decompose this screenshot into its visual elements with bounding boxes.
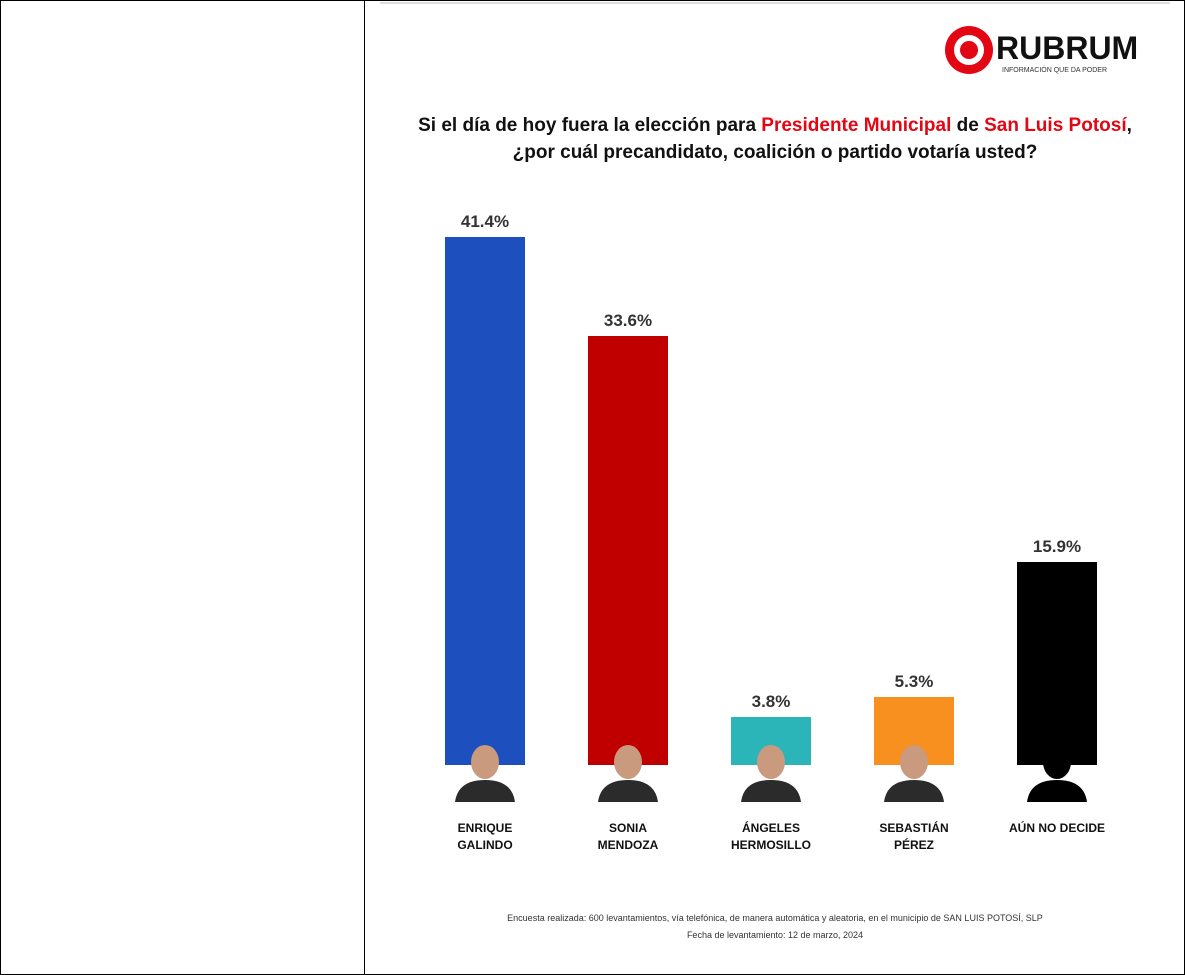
bar <box>1017 562 1097 765</box>
value-label: 5.3% <box>894 672 934 692</box>
category-label: ENRIQUE GALINDO <box>457 821 513 852</box>
bar <box>445 237 525 765</box>
divider <box>364 0 365 975</box>
head <box>1043 745 1071 779</box>
top-line <box>380 2 1170 4</box>
title-part: Presidente Municipal <box>761 115 952 136</box>
value-label: 3.8% <box>751 691 791 711</box>
logo-tagline: INFORMACIÓN QUE DA PODER <box>1002 65 1107 74</box>
chart-title: Si el día de hoy fuera la elección para … <box>395 112 1155 166</box>
bar <box>588 336 668 765</box>
title-part: , ¿por cuál precandidato, coalición o pa… <box>512 115 1132 163</box>
portrait <box>741 745 801 802</box>
footnote: Encuesta realizada: 600 levantamientos, … <box>507 913 1043 923</box>
portrait <box>1027 745 1087 802</box>
shoulders <box>884 780 944 802</box>
title-part: San Luis Potosí <box>984 115 1127 136</box>
title-part: de <box>951 115 985 136</box>
head <box>900 745 928 779</box>
category-label: SEBASTIÁN PÉREZ <box>879 821 949 852</box>
shoulders <box>455 780 515 802</box>
portrait <box>598 745 658 802</box>
footnote: Fecha de levantamiento: 12 de marzo, 202… <box>686 930 864 940</box>
shoulders <box>598 780 658 802</box>
head <box>614 745 642 779</box>
logo-dot <box>960 41 978 59</box>
value-label: 33.6% <box>603 311 653 331</box>
portrait <box>884 745 944 802</box>
logo-name: RUBRUM <box>996 30 1138 66</box>
portrait <box>455 745 515 802</box>
shoulders <box>1027 780 1087 802</box>
logo: RUBRUM INFORMACIÓN QUE DA PODER <box>945 26 1138 74</box>
value-label: 41.4% <box>460 212 510 231</box>
title-part: Si el día de hoy fuera la elección para <box>418 115 762 136</box>
category-label: ÁNGELES HERMOSILLO <box>731 821 811 852</box>
category-label: AÚN NO DECIDE <box>1008 821 1105 835</box>
value-label: 15.9% <box>1032 537 1082 557</box>
head <box>471 745 499 779</box>
head <box>757 745 785 779</box>
shoulders <box>741 780 801 802</box>
category-label: SONIA MENDOZA <box>597 821 659 852</box>
